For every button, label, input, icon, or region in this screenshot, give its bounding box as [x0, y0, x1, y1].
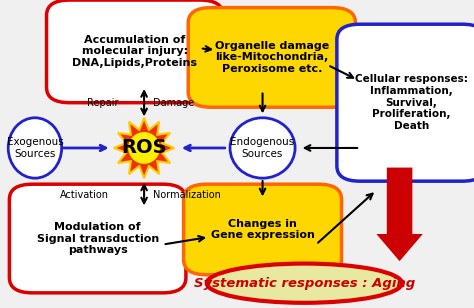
- FancyBboxPatch shape: [46, 0, 223, 103]
- Text: Cellular responses:
Inflammation,
Survival,
Proliferation,
Death: Cellular responses: Inflammation, Surviv…: [355, 75, 468, 131]
- Text: Repair: Repair: [87, 98, 118, 108]
- FancyBboxPatch shape: [337, 24, 474, 181]
- Text: Activation: Activation: [60, 190, 109, 200]
- Text: Damage: Damage: [154, 98, 195, 108]
- Text: Organelle damage
like-Mitochondria,
Peroxisome etc.: Organelle damage like-Mitochondria, Pero…: [215, 41, 329, 74]
- Text: Systematic responses : Aging: Systematic responses : Aging: [194, 277, 415, 290]
- Ellipse shape: [230, 118, 295, 178]
- Polygon shape: [114, 118, 174, 178]
- Text: ROS: ROS: [121, 139, 167, 157]
- Polygon shape: [376, 168, 423, 261]
- Text: Exogenous
Sources: Exogenous Sources: [7, 137, 64, 159]
- FancyBboxPatch shape: [183, 184, 341, 275]
- Text: Accumulation of
molecular injury:
DNA,Lipids,Proteins: Accumulation of molecular injury: DNA,Li…: [73, 35, 197, 68]
- Text: Endogenous
Sources: Endogenous Sources: [230, 137, 295, 159]
- Text: Modulation of
Signal transduction
pathways: Modulation of Signal transduction pathwa…: [36, 222, 159, 255]
- FancyBboxPatch shape: [9, 184, 186, 293]
- Ellipse shape: [128, 132, 160, 164]
- FancyBboxPatch shape: [188, 8, 356, 107]
- Ellipse shape: [207, 264, 402, 303]
- Ellipse shape: [8, 118, 62, 178]
- Text: Changes in
Gene expression: Changes in Gene expression: [210, 219, 314, 240]
- Text: Normalization: Normalization: [154, 190, 221, 200]
